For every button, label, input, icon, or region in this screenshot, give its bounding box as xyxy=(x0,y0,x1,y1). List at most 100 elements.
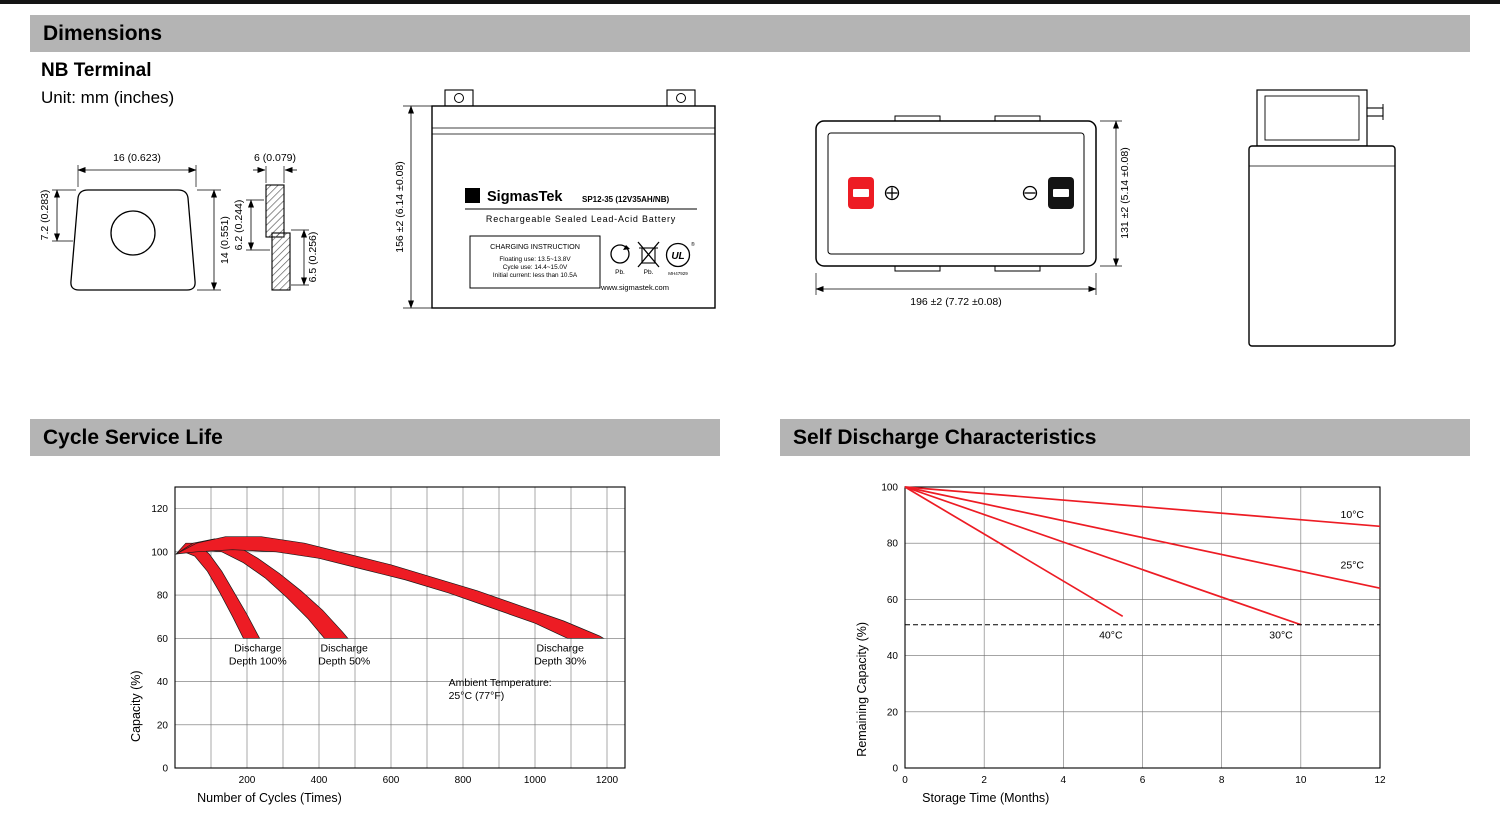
x-tick-label: 1200 xyxy=(596,775,619,786)
battery-side-view xyxy=(1248,89,1396,347)
annotation: 25°C (77°F) xyxy=(449,690,505,702)
y-tick-label: 20 xyxy=(887,707,899,718)
y-tick-label: 40 xyxy=(887,651,899,662)
minus-symbol xyxy=(1022,185,1038,201)
side-view-lid-inner xyxy=(1264,95,1360,141)
series-line xyxy=(904,486,1381,590)
plot-border xyxy=(174,486,626,769)
side-view-lid xyxy=(1256,89,1368,147)
side-view-terminal-pin xyxy=(1366,107,1384,117)
x-tick-label: 2 xyxy=(981,775,987,786)
y-tick-label: 100 xyxy=(881,483,898,494)
model-number: SP12-35 (12V35AH/NB) xyxy=(582,195,669,204)
section-title-cycle: Cycle Service Life xyxy=(43,425,223,449)
x-tick-label: 4 xyxy=(1061,775,1067,786)
x-tick-label: 12 xyxy=(1374,775,1386,786)
dim-slot-width-label: 6 (0.079) xyxy=(254,152,296,164)
sigmastek-logo-mark xyxy=(465,188,480,203)
section-title-dimensions: Dimensions xyxy=(43,21,163,45)
y-tick-label: 60 xyxy=(157,634,169,645)
dim-slot-width xyxy=(253,166,297,183)
dim-front-height xyxy=(403,105,432,309)
svg-text:Pb.: Pb. xyxy=(644,269,654,276)
svg-text:Pb.: Pb. xyxy=(615,269,625,276)
series-label: 40°C xyxy=(1099,630,1123,642)
y-tick-label: 80 xyxy=(157,591,169,602)
section-header-cycle-service-life: Cycle Service Life xyxy=(30,419,720,456)
x-tick-label: 8 xyxy=(1219,775,1225,786)
registered-symbol: ® xyxy=(691,241,695,248)
terminal-cross-section xyxy=(265,184,291,291)
top-view-inner-outline xyxy=(827,132,1085,255)
ul-mark-icon: UL ® MH47929 xyxy=(665,241,695,276)
crossed-bin-icon: Pb. xyxy=(637,241,660,276)
self-discharge-chart: 10°C 25°C 40°C 30°C 0 2 4 6 8 10 12 0 20 40 60 80 100 Sto… xyxy=(855,483,1386,806)
negative-terminal-slot xyxy=(1053,189,1069,197)
x-tick-label: 800 xyxy=(455,775,472,786)
y-tick-label: 20 xyxy=(157,720,169,731)
terminal-front-shape xyxy=(70,189,196,291)
section-header-self-discharge: Self Discharge Characteristics xyxy=(780,419,1470,456)
discharge-band xyxy=(175,536,605,639)
y-tick-label: 0 xyxy=(162,764,168,775)
series-label: 10°C xyxy=(1341,509,1365,521)
series-label: 30°C xyxy=(1269,630,1293,642)
x-tick-label: 200 xyxy=(239,775,256,786)
dim-front-height-label: 156 ±2 (6.14 ±0.08) xyxy=(395,161,406,253)
dim-top-depth xyxy=(1100,120,1122,267)
charging-line-3: Initial current: less than 10.5A xyxy=(493,272,578,279)
terminal-bolt-hole xyxy=(110,210,156,256)
dim-terminal-width xyxy=(77,165,197,187)
charging-line-1: Floating use: 13.5~13.8V xyxy=(499,256,571,263)
series-label: 25°C xyxy=(1341,559,1365,571)
dim-slot-upper-label: 6.2 (0.244) xyxy=(233,200,245,251)
x-tick-label: 600 xyxy=(383,775,400,786)
plus-symbol xyxy=(884,185,900,201)
dim-top-width-label: 196 ±2 (7.72 ±0.08) xyxy=(910,296,1002,308)
battery-front-view: 156 ±2 (6.14 ±0.08) Σ SigmasTek SP12-35 … xyxy=(395,89,716,309)
dim-terminal-full-height xyxy=(197,189,221,291)
x-axis-label: Storage Time (Months) xyxy=(922,791,1049,805)
plot-border xyxy=(904,486,1381,769)
section-header-dimensions: Dimensions xyxy=(30,15,1470,52)
x-tick-label: 400 xyxy=(311,775,328,786)
y-tick-label: 100 xyxy=(151,547,168,558)
dim-slot-lower xyxy=(291,229,309,286)
annotation: Depth 30% xyxy=(534,655,586,667)
battery-terminal-tabs xyxy=(444,89,696,107)
positive-terminal-slot xyxy=(853,189,869,197)
dim-terminal-width-label: 16 (0.623) xyxy=(113,152,161,164)
annotation: Discharge xyxy=(234,642,281,654)
y-axis-label: Capacity (%) xyxy=(129,670,143,742)
y-tick-label: 0 xyxy=(892,764,898,775)
x-tick-label: 1000 xyxy=(524,775,547,786)
battery-body xyxy=(431,105,716,309)
annotation: Discharge xyxy=(537,642,584,654)
section-title-self-discharge: Self Discharge Characteristics xyxy=(793,425,1097,449)
annotation: Discharge xyxy=(321,642,368,654)
top-view-outline xyxy=(815,120,1097,267)
annotation: Depth 100% xyxy=(229,655,287,667)
y-axis-label: Remaining Capacity (%) xyxy=(855,622,869,757)
sigma-glyph: Σ xyxy=(469,191,476,203)
terminal-type-label: NB Terminal xyxy=(41,60,152,81)
brand-name: SigmasTek xyxy=(487,189,563,205)
dim-terminal-upper-height xyxy=(52,189,76,242)
dim-terminal-upper-height-label: 7.2 (0.283) xyxy=(40,190,51,241)
dim-top-width xyxy=(815,273,1097,295)
series-line xyxy=(904,486,1124,618)
y-tick-label: 80 xyxy=(887,539,899,550)
unit-label: Unit: mm (inches) xyxy=(41,88,175,107)
dim-top-depth-label: 131 ±2 (5.14 ±0.08) xyxy=(1119,147,1131,239)
y-tick-label: 120 xyxy=(151,504,168,515)
nb-terminal-detail-drawing: 16 (0.623) 7.2 (0.283) 14 (0.551) 6 (0.0… xyxy=(40,152,319,291)
x-axis-label: Number of Cycles (Times) xyxy=(197,791,342,805)
side-view-body xyxy=(1248,145,1396,347)
pb-recycle-icon: Pb. xyxy=(610,244,630,276)
dim-slot-lower-label: 6.5 (0.256) xyxy=(307,232,319,283)
dim-terminal-full-height-label: 14 (0.551) xyxy=(219,216,231,264)
y-tick-label: 60 xyxy=(887,595,899,606)
charging-instruction-box xyxy=(469,235,601,289)
charging-line-2: Cycle use: 14.4~15.0V xyxy=(503,264,568,271)
svg-text:UL: UL xyxy=(671,251,684,262)
